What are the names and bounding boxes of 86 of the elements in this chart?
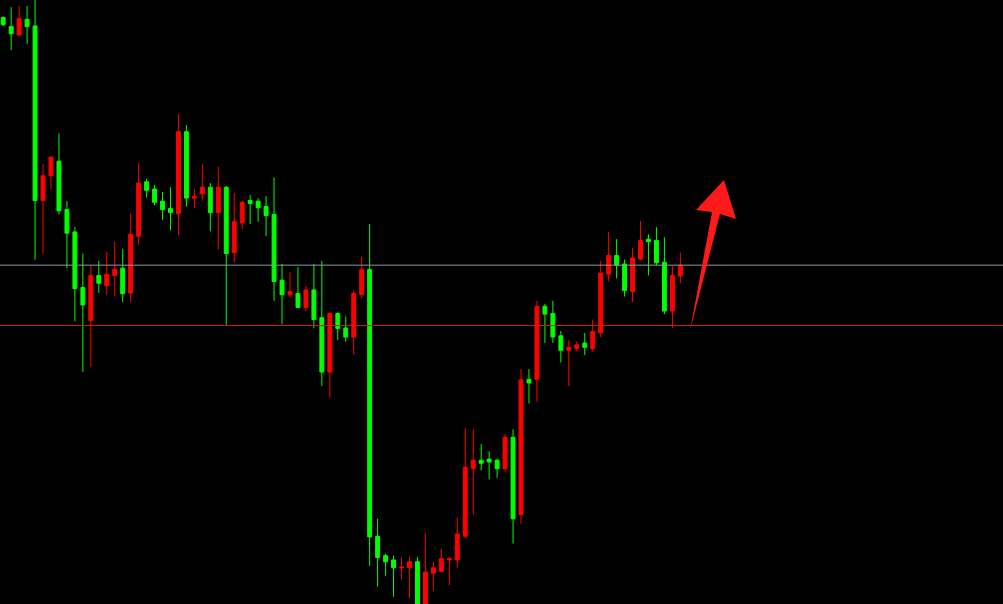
candlestick bbox=[446, 556, 452, 586]
candlestick bbox=[287, 271, 293, 299]
candlestick bbox=[112, 241, 118, 298]
candlestick bbox=[534, 300, 540, 403]
candlestick bbox=[207, 182, 213, 232]
candlestick bbox=[152, 184, 157, 206]
candlestick bbox=[470, 428, 476, 516]
candlestick bbox=[614, 238, 620, 279]
candlestick bbox=[518, 368, 524, 525]
candlestick bbox=[661, 236, 667, 315]
candlestick bbox=[590, 319, 596, 353]
candlestick bbox=[415, 556, 420, 604]
candlestick bbox=[176, 113, 181, 236]
candlestick bbox=[359, 256, 365, 299]
candlestick bbox=[351, 290, 357, 356]
candlestick bbox=[0, 15, 6, 27]
candlestick bbox=[16, 5, 22, 37]
candlestick bbox=[215, 166, 221, 250]
candlestick bbox=[120, 248, 126, 303]
candlestick bbox=[271, 177, 277, 302]
candlestick bbox=[502, 433, 508, 473]
candlestick bbox=[24, 5, 30, 45]
candlestick bbox=[438, 547, 444, 572]
candlestick bbox=[223, 185, 229, 327]
candlestick bbox=[64, 200, 70, 269]
candlestick bbox=[383, 553, 389, 577]
candlestick bbox=[566, 339, 572, 387]
candlestick bbox=[486, 450, 492, 481]
candlestick bbox=[80, 253, 86, 373]
candlestick bbox=[8, 6, 14, 51]
candlestick bbox=[48, 155, 54, 190]
candlestick bbox=[231, 192, 237, 263]
candlestick bbox=[183, 124, 189, 208]
candlestick bbox=[104, 251, 110, 296]
candlestick bbox=[598, 260, 604, 338]
candlestick bbox=[582, 332, 588, 356]
candlestick bbox=[391, 555, 396, 598]
candlestick bbox=[669, 265, 675, 329]
candlestick bbox=[32, 0, 38, 261]
candlestick bbox=[430, 561, 436, 592]
candlestick bbox=[367, 223, 373, 567]
candlestick bbox=[462, 427, 468, 539]
candlestick bbox=[144, 178, 150, 199]
candlestick bbox=[311, 263, 317, 329]
candlestick bbox=[263, 195, 269, 237]
candlestick bbox=[40, 163, 46, 255]
candlestick bbox=[191, 188, 197, 209]
candlestick bbox=[303, 285, 309, 312]
candlestick bbox=[335, 311, 341, 341]
candlestick bbox=[646, 233, 651, 276]
candlestick bbox=[247, 194, 253, 225]
candlestick bbox=[88, 264, 94, 368]
candlestick bbox=[160, 191, 165, 221]
candlestick bbox=[407, 556, 412, 599]
candlestick bbox=[558, 330, 564, 363]
candlestick bbox=[319, 260, 325, 387]
candlestick bbox=[454, 517, 460, 569]
candlestick bbox=[72, 226, 78, 322]
candlestick bbox=[239, 200, 245, 230]
candlestick bbox=[56, 132, 62, 215]
candlestick bbox=[550, 300, 556, 344]
candlestick bbox=[136, 162, 142, 246]
candlestick bbox=[478, 443, 484, 472]
candlestick bbox=[399, 556, 404, 580]
candlestick bbox=[168, 186, 173, 231]
candlestick bbox=[574, 340, 580, 353]
candlestick bbox=[630, 247, 635, 303]
candlestick bbox=[654, 226, 659, 266]
candlestick bbox=[510, 428, 516, 545]
candlestick bbox=[422, 532, 428, 604]
candlestick bbox=[542, 303, 548, 344]
candlestick bbox=[526, 368, 532, 404]
candlestick bbox=[622, 259, 628, 298]
candlestick bbox=[677, 251, 683, 284]
candlestick bbox=[255, 197, 261, 223]
candlestick bbox=[375, 518, 381, 587]
candlestick bbox=[606, 231, 612, 282]
candlestick bbox=[279, 263, 285, 325]
candlestick bbox=[343, 316, 349, 343]
candlestick bbox=[494, 457, 500, 479]
candlestick bbox=[638, 220, 643, 261]
candlestick bbox=[327, 311, 333, 398]
candlestick bbox=[128, 213, 134, 303]
candlestick bbox=[295, 266, 301, 309]
candlestick bbox=[199, 163, 205, 202]
candlestick bbox=[96, 260, 102, 294]
